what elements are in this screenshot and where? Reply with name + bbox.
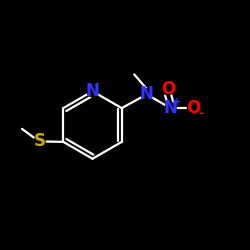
Text: N: N: [86, 82, 100, 100]
Circle shape: [87, 86, 98, 97]
Text: O: O: [161, 80, 175, 98]
Circle shape: [188, 102, 198, 114]
Text: +: +: [173, 97, 181, 107]
Text: N: N: [164, 99, 177, 117]
Circle shape: [34, 136, 45, 147]
Text: N: N: [140, 86, 154, 103]
Circle shape: [141, 89, 152, 100]
Text: -: -: [198, 107, 203, 120]
Circle shape: [165, 102, 176, 114]
Text: S: S: [34, 132, 46, 150]
Text: O: O: [186, 99, 200, 117]
Circle shape: [162, 84, 173, 95]
